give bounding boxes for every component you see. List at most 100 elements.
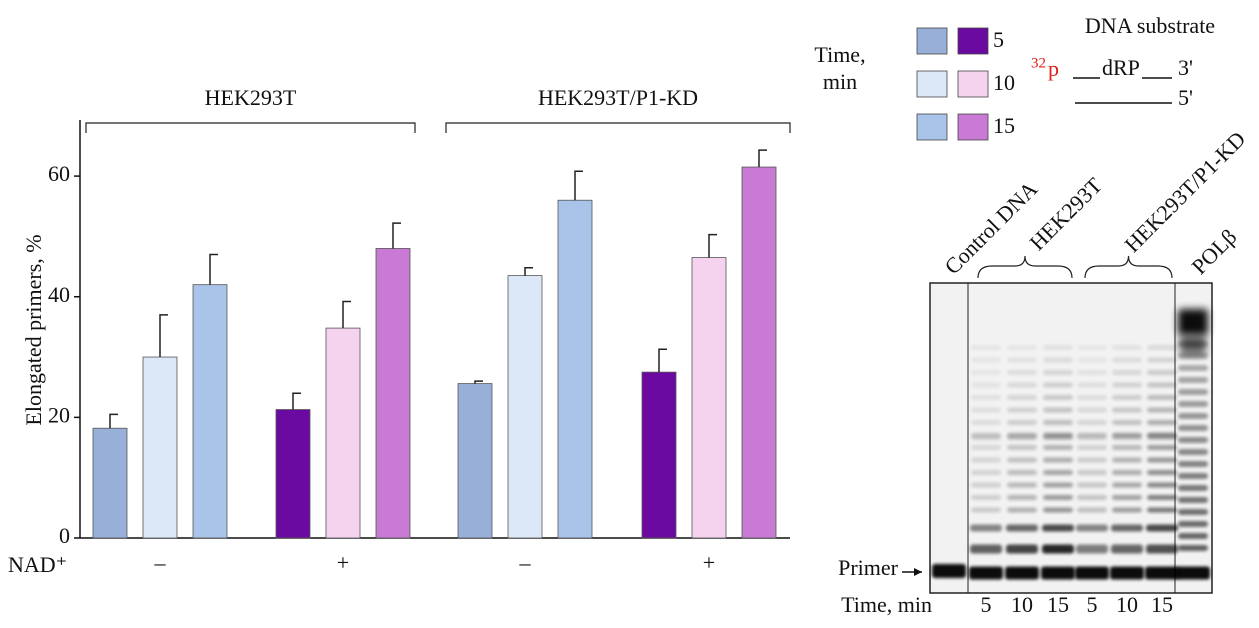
gel-band [1146,545,1178,554]
lane-label: POLβ [1186,224,1241,279]
gel-band [1112,483,1142,488]
gel-band [970,545,1002,554]
bar [143,357,177,538]
time-value: 5 [981,592,992,617]
gel-band [1077,358,1107,363]
gel-band [1043,445,1073,450]
gel-band [1041,567,1075,580]
gel-band [1043,458,1073,463]
gel-band [1043,483,1073,488]
legend-label: 5 [993,27,1004,52]
gel-band [1075,567,1109,580]
error-bar [659,349,667,372]
substrate-title: DNA substrate [1085,13,1215,38]
bar [458,384,492,538]
primer-label: Primer [838,555,899,580]
legend-swatch [958,28,988,54]
gel-band [1043,508,1073,513]
gel-band [971,345,1001,350]
time-value: 10 [1011,592,1033,617]
gel-band [1176,567,1210,580]
y-tick-label: 60 [48,161,70,186]
gel-band [1007,470,1037,475]
gel-band [1178,437,1208,443]
error-bar [293,393,301,409]
legend-title: min [823,69,857,94]
gel-band [1077,483,1107,488]
gel-band [1043,358,1073,363]
gel-band [1007,445,1037,450]
gel-band [1178,309,1208,335]
gel-band [1111,545,1143,554]
gel-band [1147,495,1177,500]
gel-band [1178,401,1208,407]
legend-swatch [917,114,947,140]
gel-band [971,445,1001,450]
legend-swatch [917,71,947,97]
x-tick-label: – [154,550,167,575]
gel-band [1007,495,1037,500]
gel-band [1043,395,1073,400]
gel-band [1178,533,1208,539]
gel-band [1110,567,1144,580]
gel-band [1112,434,1142,440]
gel-band [1112,495,1142,500]
error-bar [110,414,118,428]
isotope: 32 [1031,55,1046,71]
lane-label: HEK293T [1024,172,1107,255]
gel-band [1112,408,1142,413]
gel-band [1077,370,1107,375]
gel-band [1042,525,1074,532]
gel-band [1007,458,1037,463]
error-bar [343,302,351,329]
group-bracket [86,123,415,133]
gel-band [1077,470,1107,475]
gel-band [1077,345,1107,350]
gel-band [1178,509,1208,515]
gel-band [1147,345,1177,350]
group-label: HEK293T [205,85,297,110]
x-tick-label: + [337,550,349,575]
gel-band [1178,413,1208,419]
gel-band [1043,420,1073,425]
legend-title: Time, [814,42,865,67]
gel-band [932,564,966,578]
gel-band [1147,483,1177,488]
gel-band [971,370,1001,375]
gel-band [1112,420,1142,425]
gel-band [1147,383,1177,388]
figure: Elongated primers, % NAD⁺ Time, min DNA … [0,0,1259,623]
gel-band [1178,377,1208,383]
gel-band [1178,473,1208,479]
gel-band [1146,525,1178,532]
gel-band [969,567,1003,580]
gel-band [1112,358,1142,363]
gel-band [1007,483,1037,488]
time-value: 15 [1151,592,1173,617]
gel-band [1043,408,1073,413]
group-bracket [446,123,790,133]
gel-band [1178,461,1208,467]
gel-band [1147,458,1177,463]
gel-band [1007,408,1037,413]
brace [1085,256,1172,278]
gel-band [1147,420,1177,425]
gel-band [1112,383,1142,388]
gel-band [1147,508,1177,513]
time-value: 10 [1116,592,1138,617]
gel: DNA substrate 32 p dRP 3' 5' Primer Time… [838,13,1250,617]
gel-band [1042,545,1074,554]
gel-band [1112,345,1142,350]
error-bar [759,150,767,167]
gel-band [1007,508,1037,513]
gel-band [1076,525,1108,532]
bar [193,285,227,538]
gel-band [1147,470,1177,475]
gel-band [1077,408,1107,413]
gel-band [1178,389,1208,395]
nad-row-label: NAD⁺ [8,552,67,577]
gel-band [1178,497,1208,503]
gel-band [971,508,1001,513]
gel-band [1007,383,1037,388]
gel-band [971,408,1001,413]
